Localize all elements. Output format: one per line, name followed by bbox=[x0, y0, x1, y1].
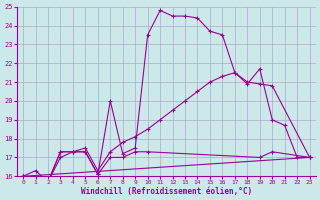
X-axis label: Windchill (Refroidissement éolien,°C): Windchill (Refroidissement éolien,°C) bbox=[81, 187, 252, 196]
